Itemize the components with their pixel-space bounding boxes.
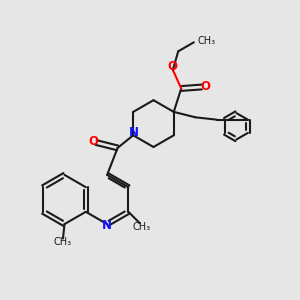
Text: CH₃: CH₃ [54, 237, 72, 248]
Text: O: O [200, 80, 210, 93]
Text: N: N [129, 126, 139, 139]
Text: O: O [167, 59, 177, 73]
Text: CH₃: CH₃ [132, 222, 150, 232]
Text: N: N [102, 219, 112, 232]
Text: O: O [88, 135, 98, 148]
Text: CH₃: CH₃ [198, 36, 216, 46]
